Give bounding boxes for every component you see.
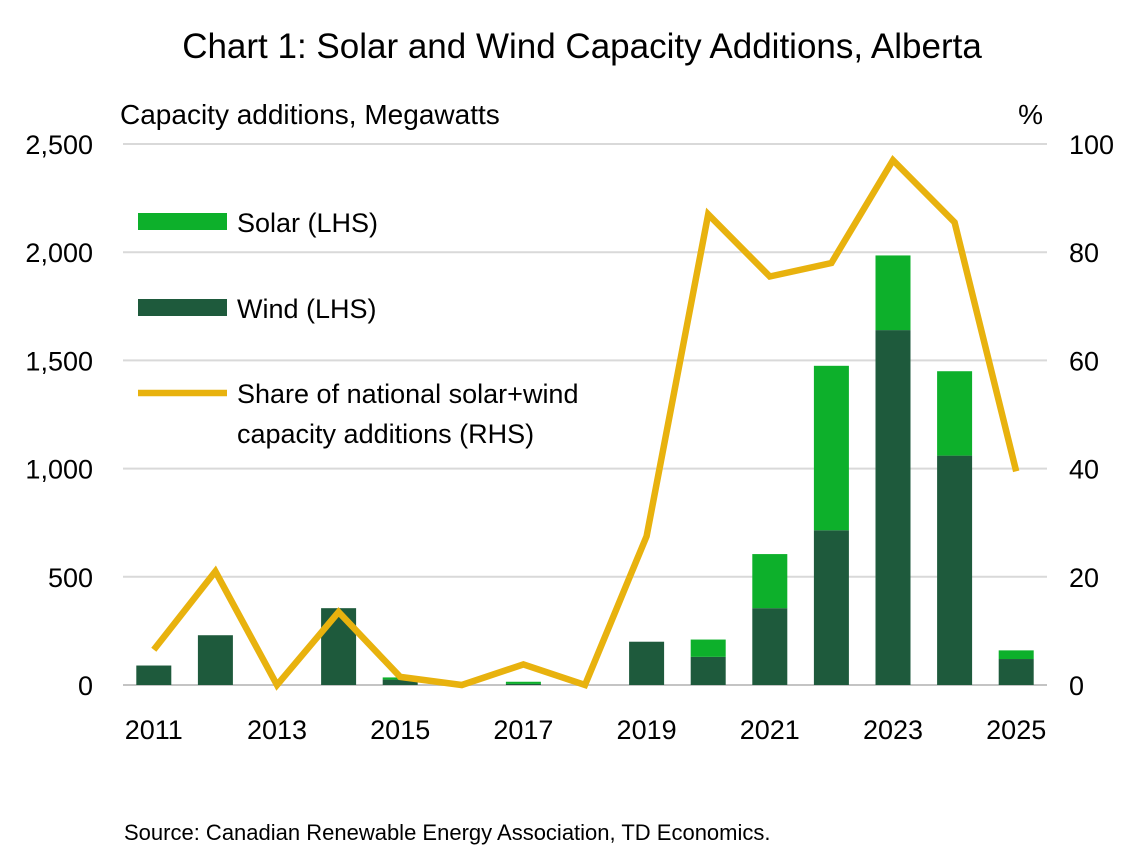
bar-solar-2021: [752, 554, 788, 609]
bar-wind-2021: [752, 608, 788, 685]
bar-wind-2014: [321, 608, 357, 685]
x-tick-label: 2025: [986, 715, 1046, 745]
bar-solar-2025: [998, 650, 1034, 660]
bar-solar-2024: [937, 371, 973, 456]
bar-wind-2025: [998, 659, 1034, 685]
y-left-tick-label: 2,000: [25, 238, 93, 268]
bar-solar-2017: [505, 681, 541, 684]
x-tick-label: 2015: [370, 715, 430, 745]
legend-label-wind: Wind (LHS): [237, 294, 377, 324]
bar-solar-2020: [690, 639, 726, 657]
y-right-tick-label: 20: [1069, 563, 1099, 593]
bar-wind-2022: [813, 530, 849, 685]
x-tick-label: 2011: [125, 715, 183, 745]
bar-wind-2020: [690, 656, 726, 685]
bar-wind-2011: [136, 665, 172, 685]
x-tick-label: 2013: [247, 715, 307, 745]
legend-label-share-line1: Share of national solar+wind: [237, 379, 578, 409]
bar-wind-2017: [505, 683, 541, 685]
y-left-tick-label: 1,500: [25, 346, 93, 376]
bar-wind-2012: [197, 635, 233, 685]
legend-swatch-solar: [138, 213, 227, 230]
y-left-tick-label: 1,000: [25, 455, 93, 485]
y-left-tick-label: 2,500: [25, 130, 93, 160]
x-tick-label: 2017: [493, 715, 553, 745]
source-note: Source: Canadian Renewable Energy Associ…: [124, 820, 771, 845]
y-axis-right-label: %: [1018, 99, 1043, 130]
y-right-tick-label: 40: [1069, 455, 1099, 485]
bar-wind-2024: [937, 455, 973, 685]
legend-label-share-line2: capacity additions (RHS): [237, 419, 534, 449]
share-line: [151, 154, 1020, 691]
share-line-path: [151, 154, 1020, 691]
y-left-tick-label: 0: [78, 671, 93, 701]
y-axis-left-label: Capacity additions, Megawatts: [120, 99, 500, 130]
bar-wind-2023: [875, 330, 911, 685]
x-tick-label: 2019: [617, 715, 677, 745]
bar-solar-2023: [875, 255, 911, 331]
x-tick-label: 2023: [863, 715, 923, 745]
legend-swatch-wind: [138, 299, 227, 316]
y-left-tick-label: 500: [48, 563, 93, 593]
axes: 0 500 1,000 1,500 2,000 2,500 0 20 40 60 80 100 2011…: [25, 130, 1114, 745]
x-tick-label: 2021: [740, 715, 800, 745]
y-right-tick-label: 80: [1069, 238, 1099, 268]
y-right-tick-label: 60: [1069, 346, 1099, 376]
bar-wind-2019: [629, 641, 665, 685]
bars: [136, 255, 1034, 685]
y-right-tick-label: 100: [1069, 130, 1114, 160]
legend: Solar (LHS) Wind (LHS) Share of national s…: [138, 208, 578, 449]
bar-wind-2015: [382, 679, 418, 685]
y-right-tick-label: 0: [1069, 671, 1084, 701]
bar-solar-2022: [813, 365, 849, 531]
chart-title: Chart 1: Solar and Wind Capacity Additio…: [182, 27, 982, 66]
legend-label-solar: Solar (LHS): [237, 208, 378, 238]
